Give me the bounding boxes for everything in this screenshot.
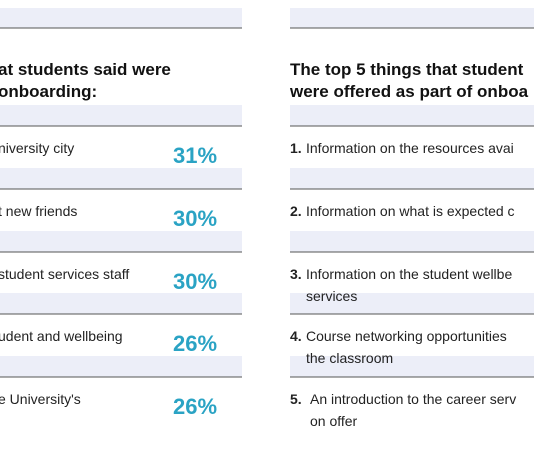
percent: 26% — [173, 331, 217, 356]
item-text: Information on the resources avai — [306, 140, 514, 156]
band — [0, 8, 242, 28]
item-text: Information on what is expected c — [306, 203, 515, 219]
item-number: 1. — [290, 140, 302, 156]
row-label: e University's — [0, 391, 81, 407]
item-text: services — [306, 288, 357, 304]
row-label: t new friends — [0, 203, 77, 219]
row-label: udent and wellbeing — [0, 328, 123, 344]
item-text: Information on the student wellbe — [306, 266, 512, 282]
percent: 26% — [173, 394, 217, 419]
band — [0, 293, 242, 314]
band — [0, 168, 242, 189]
percent: 31% — [173, 143, 217, 168]
percent: 30% — [173, 269, 217, 294]
percent: 30% — [173, 206, 217, 231]
row-label: niversity city — [0, 140, 74, 156]
item-text: on offer — [310, 413, 358, 429]
band — [0, 231, 242, 252]
band — [290, 293, 534, 314]
band — [290, 8, 534, 28]
heading: at students said were — [0, 60, 171, 79]
item-number: 2. — [290, 203, 302, 219]
band — [290, 356, 534, 377]
band — [290, 231, 534, 252]
item-number: 5. — [290, 391, 302, 407]
item-text: the classroom — [306, 350, 393, 366]
band — [290, 105, 534, 126]
item-number: 4. — [290, 328, 302, 344]
band — [290, 168, 534, 189]
item-text: An introduction to the career serv — [310, 391, 516, 407]
heading: onboarding: — [0, 82, 97, 101]
band — [0, 356, 242, 377]
heading: The top 5 things that student — [290, 60, 524, 79]
item-number: 3. — [290, 266, 302, 282]
band — [0, 105, 242, 126]
row-label: student services staff — [0, 266, 129, 282]
heading: were offered as part of onboa — [289, 82, 529, 101]
item-text: Course networking opportunities — [306, 328, 507, 344]
